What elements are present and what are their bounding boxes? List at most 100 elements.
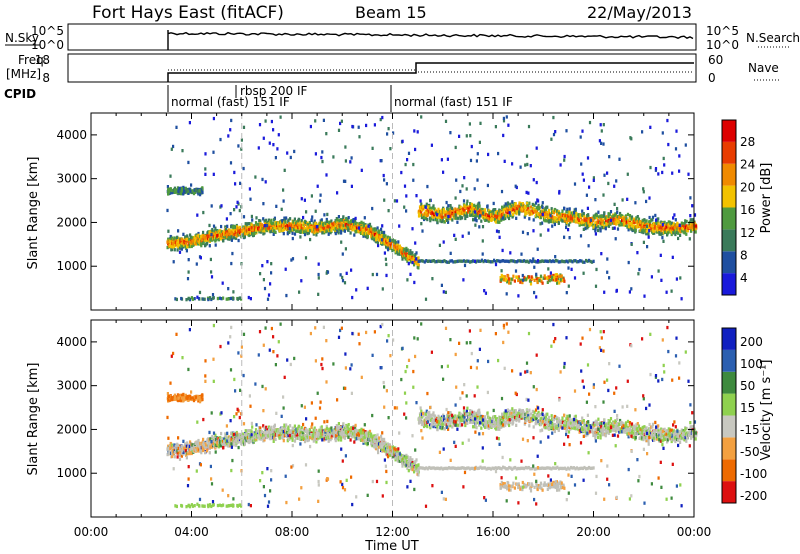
velocity-cell — [172, 452, 175, 456]
power-cell — [188, 187, 191, 191]
power-cell — [406, 278, 409, 282]
power-cell — [657, 172, 660, 176]
power-cell — [603, 211, 606, 215]
power-cell — [355, 288, 358, 292]
power-cell — [319, 228, 322, 232]
power-cell — [581, 213, 584, 217]
power-cell — [491, 260, 494, 264]
power-cell — [655, 221, 658, 225]
velocity-cell — [248, 429, 251, 433]
power-cell — [497, 230, 500, 234]
power-cell — [675, 129, 678, 133]
power-cell — [344, 247, 347, 251]
power-cell — [601, 220, 604, 224]
power-cell — [594, 232, 597, 236]
power-cell — [238, 208, 241, 213]
power-cell — [635, 218, 638, 222]
power-cell — [473, 203, 476, 207]
power-cell — [257, 146, 260, 150]
power-cell — [192, 191, 196, 196]
velocity-cell — [224, 432, 227, 436]
power-cell — [622, 219, 625, 223]
power-cell — [662, 231, 665, 235]
power-cell — [166, 208, 169, 213]
velocity-cell — [242, 436, 245, 440]
power-cell — [480, 207, 483, 212]
velocity-cell — [250, 434, 253, 439]
power-cell — [199, 242, 202, 246]
power-cell — [430, 143, 433, 147]
power-cell — [383, 178, 386, 182]
power-cell — [600, 129, 603, 133]
power-cell — [179, 186, 182, 190]
power-cell — [333, 221, 336, 225]
power-cell — [546, 280, 549, 284]
power-cell — [541, 259, 544, 263]
power-cell — [532, 229, 535, 233]
power-cell — [289, 217, 292, 221]
power-cell — [652, 229, 655, 233]
power-cell — [424, 216, 427, 221]
power-cell — [606, 171, 609, 175]
power-cell — [389, 147, 392, 151]
power-cell — [507, 277, 511, 281]
power-cell — [250, 226, 253, 230]
power-cell — [205, 242, 209, 246]
power-cell — [173, 236, 176, 240]
power-cell — [521, 273, 524, 278]
power-cell — [325, 227, 328, 231]
power-cell — [516, 275, 519, 279]
velocity-cell — [250, 433, 253, 437]
power-cell — [477, 202, 480, 206]
power-cell — [522, 278, 525, 282]
power-cell — [474, 259, 477, 263]
power-colorbar-tick: 20 — [740, 180, 755, 194]
power-cell — [535, 146, 538, 150]
power-cell — [678, 169, 681, 173]
power-cell — [561, 219, 564, 223]
power-cell — [180, 247, 183, 251]
power-cell — [548, 259, 551, 263]
power-cell — [619, 211, 622, 216]
velocity-cell — [261, 436, 264, 440]
power-cell — [331, 227, 334, 231]
power-cell — [570, 267, 573, 271]
velocity-cell — [270, 434, 273, 438]
power-cell — [447, 260, 450, 264]
power-cell — [262, 278, 265, 282]
power-cell — [520, 203, 523, 207]
velocity-cell — [259, 435, 262, 439]
power-cell — [471, 204, 474, 208]
power-cell — [282, 232, 285, 236]
power-cell — [526, 162, 529, 167]
power-cell — [176, 186, 179, 190]
power-cell — [351, 124, 354, 129]
power-cell — [519, 165, 522, 169]
velocity-cell — [186, 441, 189, 445]
velocity-cell — [255, 431, 258, 435]
power-cell — [186, 277, 190, 281]
power-colorbar-tick: 8 — [740, 249, 748, 263]
power-cell — [592, 176, 595, 180]
power-cell — [394, 243, 397, 247]
power-cell — [317, 226, 320, 231]
velocity-cell — [243, 442, 246, 446]
power-cell — [366, 286, 369, 290]
power-cell — [203, 237, 206, 241]
power-cell — [375, 234, 378, 238]
power-cell — [642, 240, 645, 244]
power-cell — [581, 129, 584, 133]
power-cell — [467, 259, 470, 263]
power-cell — [638, 222, 642, 226]
power-cell — [635, 216, 638, 220]
power-cell — [503, 159, 506, 163]
power-cell — [229, 128, 232, 132]
power-cell — [627, 228, 630, 232]
power-cell — [671, 226, 674, 230]
velocity-cell — [176, 449, 179, 453]
freq-label-2: [MHz] — [6, 67, 41, 81]
power-cell — [419, 213, 422, 217]
power-cell — [523, 215, 526, 219]
power-cell — [557, 220, 560, 225]
power-cell — [471, 259, 475, 263]
